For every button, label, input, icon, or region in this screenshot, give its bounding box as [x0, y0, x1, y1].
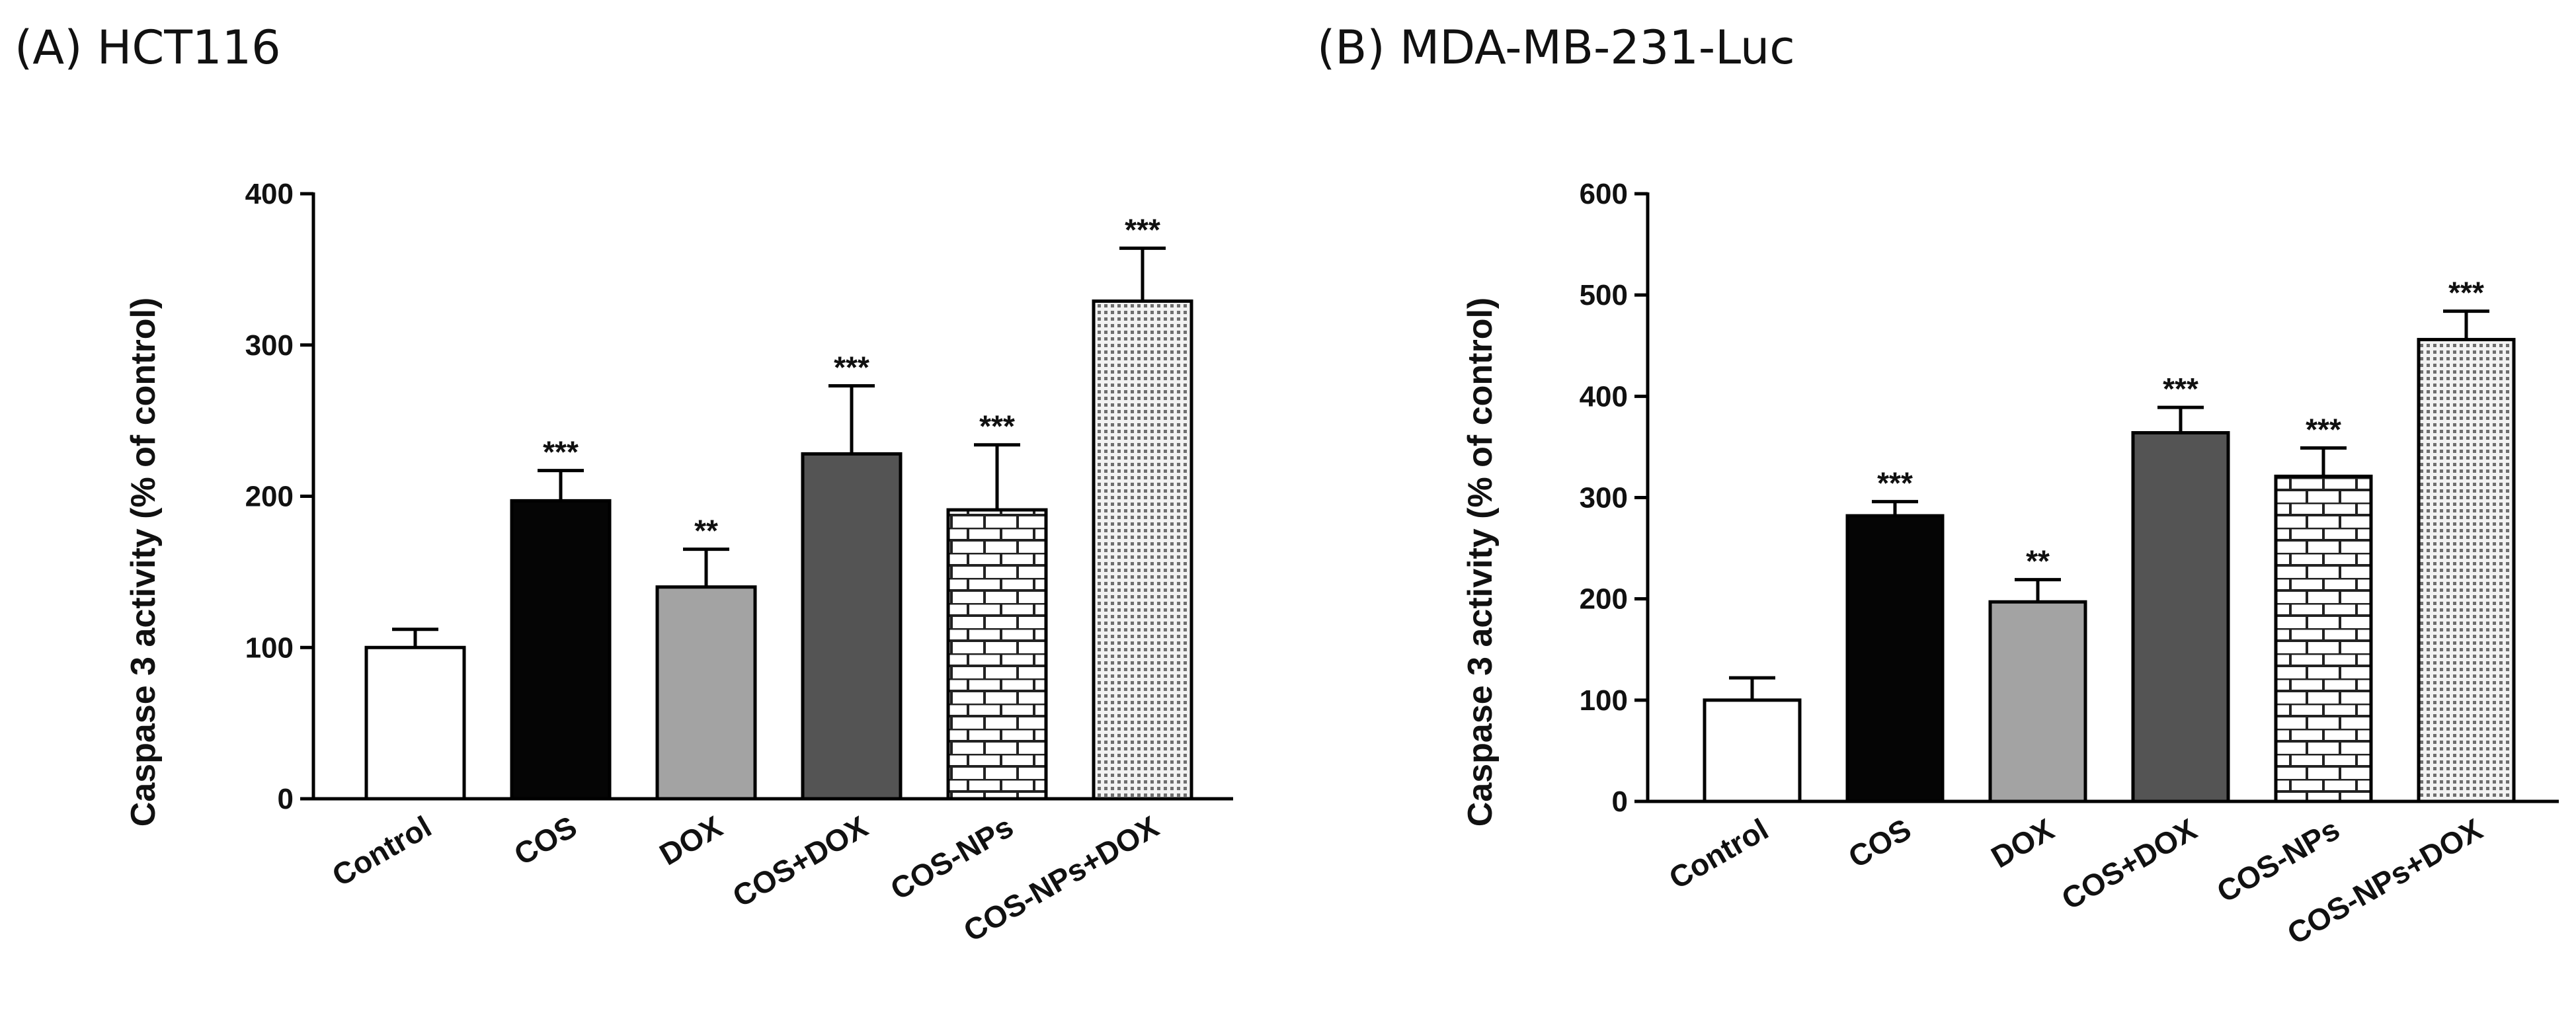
panel-b-errorbar-cos-nps — [2300, 446, 2347, 477]
panel-a-ytick-label: 100 — [245, 631, 294, 664]
panel-b-significance-cos-nps-dox: *** — [2448, 276, 2484, 310]
panel-a-significance-cos-nps-dox: *** — [1125, 212, 1160, 247]
panel-b-bar-control — [1703, 698, 1802, 803]
panel-a-errorbar-control — [392, 628, 438, 648]
panel-a-errorbar-cos-dox — [828, 384, 875, 454]
panel-b-errorbar-control — [1729, 676, 1775, 700]
panel-a-bar-dox — [655, 585, 757, 801]
panel-a-bar-control — [364, 645, 466, 801]
panel-b-errorbar-dox — [2015, 578, 2061, 602]
panel-b-category-label-cos-nps: COS-NPs — [2211, 812, 2345, 909]
panel-a-category-label-cos-nps: COS-NPs — [885, 809, 1019, 907]
panel-a-chart: (A) HCT116 Caspase 3 activity (% of cont… — [15, 20, 1233, 948]
panel-b-bar-cos-nps-dox — [2417, 338, 2516, 803]
panel-a-ytick-label: 0 — [278, 783, 294, 815]
panel-a-ytick-label: 400 — [245, 178, 294, 210]
panel-a-axes — [311, 192, 1233, 801]
panel-b-ytick-label: 500 — [1580, 279, 1628, 311]
panel-b-title: (B) MDA-MB-231-Luc — [1317, 20, 1795, 75]
panel-b-significance-cos-nps: *** — [2306, 412, 2341, 446]
panel-a-category-label-cos-dox: COS+DOX — [727, 809, 873, 913]
panel-b-significance-cos-dox: *** — [2163, 372, 2198, 406]
panel-a-ytick-label: 300 — [245, 329, 294, 362]
panel-a-y-axis-title: Caspase 3 activity (% of control) — [124, 298, 163, 827]
panel-a-category-label-dox: DOX — [654, 809, 729, 871]
panel-a-significance-dox: ** — [694, 514, 718, 548]
panel-b-ytick-label: 200 — [1580, 583, 1628, 616]
panel-a-bar-cos-dox — [801, 452, 903, 801]
panel-a-category-label-cos: COS — [508, 809, 583, 872]
panel-a-errorbar-cos-nps-dox — [1119, 246, 1166, 302]
panel-b-bar-cos-nps — [2274, 474, 2373, 803]
panel-a-significance-cos-dox: *** — [834, 350, 869, 385]
panel-b-ytick-label: 100 — [1580, 684, 1628, 717]
panel-b-significance-cos: *** — [1877, 466, 1913, 501]
panel-a-bar-cos-nps-dox — [1092, 299, 1193, 801]
panel-b-ytick-label: 600 — [1580, 178, 1628, 210]
panel-b-category-label-cos: COS — [1843, 812, 1917, 875]
panel-a-errorbar-dox — [683, 547, 729, 587]
panel-b-bar-dox — [1988, 600, 2087, 803]
panel-b-category-label-cos-dox: COS+DOX — [2056, 811, 2202, 916]
panel-b-ytick-label: 400 — [1580, 380, 1628, 413]
panel-b-errorbar-cos-dox — [2157, 405, 2204, 433]
panel-a-ylabel: Caspase 3 activity (% of control) — [124, 298, 163, 827]
panel-b-ytick-label: 300 — [1580, 482, 1628, 514]
panel-b-category-label-control: Control — [1663, 812, 1774, 896]
panel-a-errorbar-cos-nps — [974, 443, 1020, 510]
panel-b-bar-cos — [1845, 514, 1945, 803]
panel-b-errorbar-cos-nps-dox — [2443, 309, 2489, 340]
panel-a-ytick-label: 200 — [245, 481, 294, 513]
panel-b-significance-dox: ** — [2026, 544, 2050, 579]
panel-a-title: (A) HCT116 — [15, 20, 281, 75]
panel-a-bar-cos-nps — [946, 508, 1048, 801]
panel-b-ylabel: Caspase 3 activity (% of control) — [1461, 298, 1500, 827]
panel-b-errorbar-cos — [1872, 500, 1918, 516]
panel-a-errorbar-cos — [538, 469, 584, 501]
panel-b-ytick-label: 0 — [1612, 786, 1628, 818]
panel-a-category-label-control: Control — [326, 809, 437, 893]
panel-b-y-axis-title: Caspase 3 activity (% of control) — [1461, 298, 1500, 827]
panel-b-bar-cos-dox — [2131, 430, 2230, 803]
panel-b-axes — [1646, 192, 2559, 803]
panel-a-bar-cos — [510, 499, 612, 801]
panel-a-significance-cos: *** — [543, 435, 579, 469]
panel-b-chart: (B) MDA-MB-231-Luc Caspase 3 activity (%… — [1317, 20, 2559, 951]
panel-a-significance-cos-nps: *** — [979, 409, 1015, 444]
panel-b-category-label-dox: DOX — [1986, 811, 2060, 874]
